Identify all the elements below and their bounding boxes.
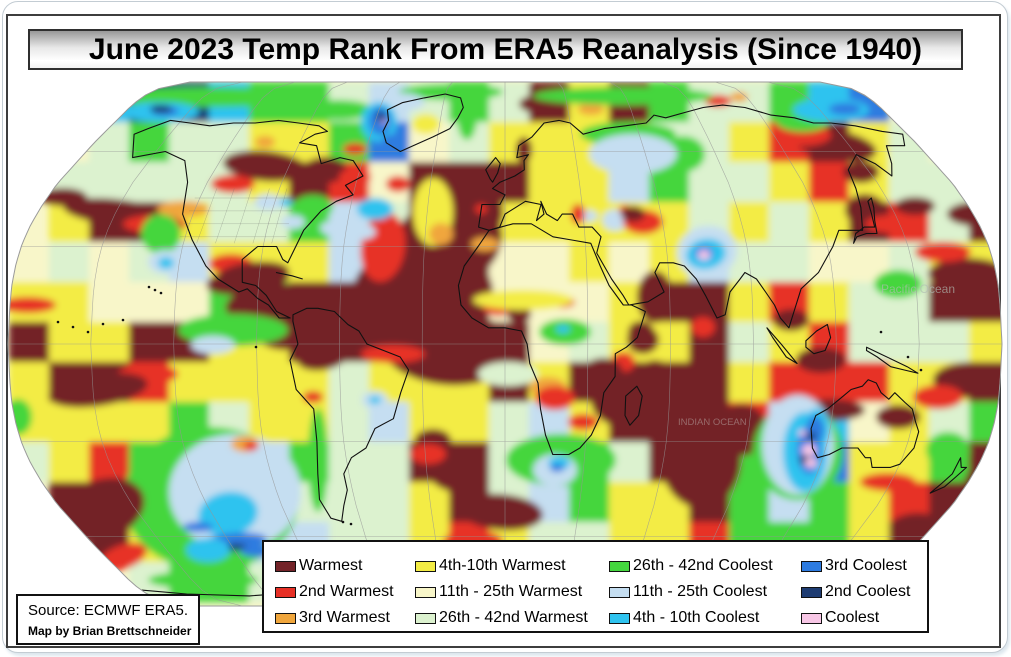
svg-text:Pacific Ocean: Pacific Ocean (881, 282, 955, 296)
svg-text:INDIAN OCEAN: INDIAN OCEAN (678, 417, 747, 428)
